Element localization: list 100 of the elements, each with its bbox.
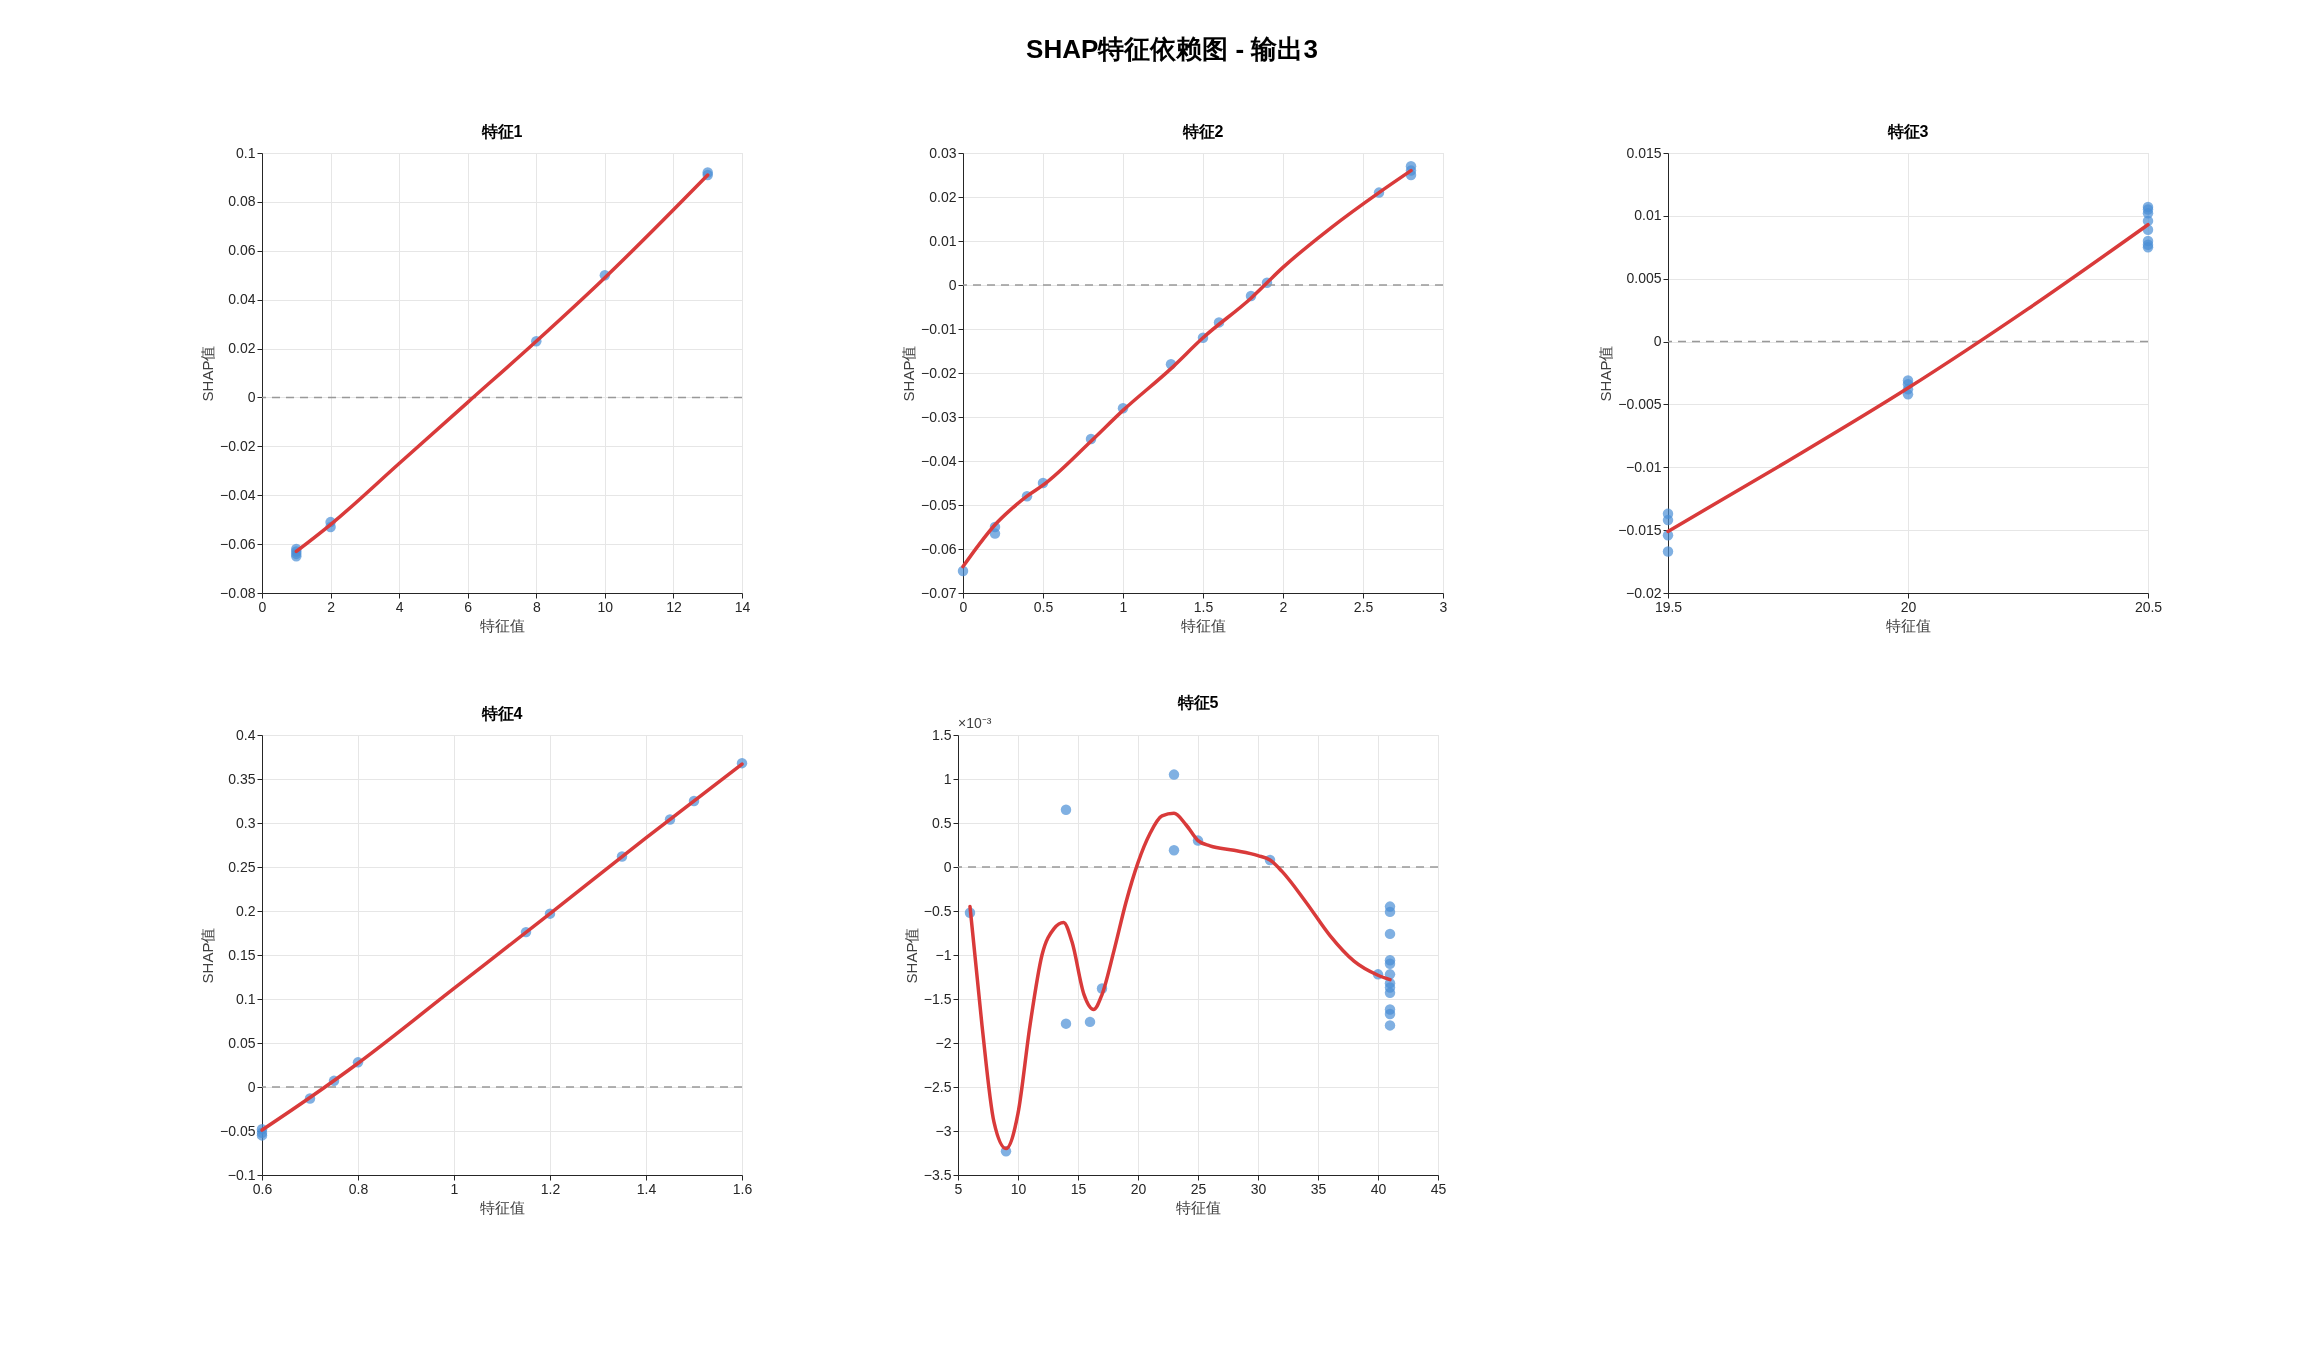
y-tick-label: 0.35 bbox=[228, 770, 256, 787]
x-axis-title: 特征值 bbox=[480, 616, 525, 634]
text: SHAP特征依赖图 - 输出3 bbox=[1026, 34, 1318, 64]
x-tick-label: 0 bbox=[258, 598, 267, 615]
y-tick-label: 0.06 bbox=[228, 242, 256, 259]
x-tick-label: 30 bbox=[1250, 1180, 1267, 1197]
y-tick-label: −0.07 bbox=[921, 584, 957, 601]
y-tick-label: −3.5 bbox=[923, 1166, 952, 1183]
y-tick-label: −0.05 bbox=[921, 496, 957, 513]
y-tick-label: 0.5 bbox=[932, 814, 952, 831]
chart-title: 特征2 bbox=[1181, 123, 1224, 140]
x-tick-label: 2 bbox=[1279, 598, 1288, 615]
y-tick-label: 0 bbox=[247, 1078, 256, 1095]
x-tick-label: 14 bbox=[734, 598, 751, 615]
y-tick-label: −0.015 bbox=[1618, 521, 1662, 538]
y-tick-label: 1.5 bbox=[932, 726, 952, 743]
x-tick-label: 0.5 bbox=[1033, 598, 1054, 615]
x-tick-label: 4 bbox=[395, 598, 404, 615]
chart-title: 特征3 bbox=[1886, 123, 1929, 140]
x-tick-label: 20 bbox=[1130, 1180, 1147, 1197]
y-tick-label: 0.03 bbox=[929, 144, 957, 161]
y-tick-label: −0.02 bbox=[921, 364, 957, 381]
x-tick-label: 20 bbox=[1900, 598, 1917, 615]
x-tick-label: 10 bbox=[597, 598, 614, 615]
y-axis-title: SHAP值 bbox=[199, 345, 217, 402]
y-tick-label: −0.08 bbox=[220, 584, 256, 601]
y-tick-label: −1.5 bbox=[923, 990, 952, 1007]
y-tick-label: −0.005 bbox=[1618, 395, 1662, 412]
y-axis-title: SHAP值 bbox=[902, 927, 920, 984]
x-tick-label: 0.6 bbox=[252, 1180, 273, 1197]
x-tick-label: 1 bbox=[450, 1180, 459, 1197]
x-tick-label: 1.5 bbox=[1193, 598, 1214, 615]
y-tick-label: −0.01 bbox=[921, 320, 957, 337]
x-tick-label: 12 bbox=[666, 598, 682, 615]
x-tick-label: 40 bbox=[1370, 1180, 1387, 1197]
y-tick-label: −0.05 bbox=[220, 1122, 256, 1139]
y-tick-label: 0.1 bbox=[236, 144, 256, 161]
x-tick-label: 8 bbox=[532, 598, 541, 615]
y-tick-label: 0.005 bbox=[1626, 270, 1662, 287]
y-tick-label: 0.08 bbox=[228, 193, 256, 210]
y-tick-label: 0 bbox=[948, 276, 957, 293]
x-tick-label: 5 bbox=[954, 1180, 963, 1197]
y-tick-label: 0 bbox=[943, 858, 952, 875]
y-tick-label: 0.2 bbox=[236, 902, 256, 919]
y-axis-title: SHAP值 bbox=[1597, 345, 1615, 402]
x-tick-label: 1.2 bbox=[540, 1180, 561, 1197]
chart-title: 特征4 bbox=[480, 705, 523, 722]
y-tick-label: 0.04 bbox=[228, 291, 256, 308]
y-tick-label: −2 bbox=[935, 1034, 952, 1051]
x-tick-label: 0.8 bbox=[348, 1180, 369, 1197]
y-tick-label: 0.1 bbox=[236, 990, 256, 1007]
y-tick-label: 0.3 bbox=[236, 814, 256, 831]
x-tick-label: 20.5 bbox=[2134, 598, 2163, 615]
y-tick-label: 0 bbox=[1653, 333, 1662, 350]
x-tick-label: 1.6 bbox=[732, 1180, 753, 1197]
x-axis-title: 特征值 bbox=[1176, 1198, 1221, 1216]
chart-title: 特征5 bbox=[1176, 694, 1219, 711]
y-tick-label: 0 bbox=[247, 388, 256, 405]
y-tick-label: −0.03 bbox=[921, 408, 957, 425]
y-tick-label: 0.05 bbox=[228, 1034, 256, 1051]
y-tick-label: −0.04 bbox=[921, 452, 957, 469]
x-tick-label: 19.5 bbox=[1654, 598, 1683, 615]
y-tick-label: 0.01 bbox=[1634, 207, 1662, 224]
y-tick-label: −0.02 bbox=[1626, 584, 1662, 601]
y-tick-label: 0.15 bbox=[228, 946, 256, 963]
x-tick-label: 6 bbox=[464, 598, 473, 615]
x-tick-label: 1.4 bbox=[636, 1180, 657, 1197]
y-tick-label: 0.25 bbox=[228, 858, 256, 875]
x-tick-label: 2 bbox=[327, 598, 336, 615]
y-tick-label: −0.5 bbox=[923, 902, 952, 919]
x-tick-label: 15 bbox=[1070, 1180, 1087, 1197]
y-tick-label: 0.015 bbox=[1626, 144, 1662, 161]
x-tick-label: 2.5 bbox=[1353, 598, 1374, 615]
y-axis-title: SHAP值 bbox=[199, 927, 217, 984]
y-axis-title: SHAP值 bbox=[900, 345, 918, 402]
x-tick-label: 0 bbox=[959, 598, 968, 615]
y-tick-label: −1 bbox=[935, 946, 952, 963]
x-tick-label: 1 bbox=[1119, 598, 1128, 615]
x-axis-title: 特征值 bbox=[1181, 616, 1226, 634]
y-tick-label: −0.06 bbox=[220, 535, 256, 552]
y-tick-label: 1 bbox=[943, 770, 952, 787]
y-tick-label: −0.02 bbox=[220, 437, 256, 454]
x-tick-label: 3 bbox=[1439, 598, 1448, 615]
x-tick-label: 10 bbox=[1010, 1180, 1027, 1197]
x-tick-label: 45 bbox=[1430, 1180, 1447, 1197]
y-tick-label: 0.02 bbox=[228, 340, 256, 357]
text: ×10⁻³ bbox=[958, 715, 992, 731]
y-tick-label: 0.01 bbox=[929, 232, 957, 249]
y-tick-label: −2.5 bbox=[923, 1078, 952, 1095]
y-tick-label: −0.04 bbox=[220, 486, 256, 503]
x-axis-title: 特征值 bbox=[1886, 616, 1931, 634]
y-tick-label: 0.4 bbox=[236, 726, 256, 743]
x-axis-title: 特征值 bbox=[480, 1198, 525, 1216]
y-tick-label: −0.01 bbox=[1626, 458, 1662, 475]
x-tick-label: 25 bbox=[1190, 1180, 1207, 1197]
chart-title: 特征1 bbox=[480, 123, 523, 140]
y-tick-label: −0.1 bbox=[227, 1166, 256, 1183]
y-tick-label: −3 bbox=[935, 1122, 952, 1139]
y-tick-label: −0.06 bbox=[921, 540, 957, 557]
x-tick-label: 35 bbox=[1310, 1180, 1327, 1197]
